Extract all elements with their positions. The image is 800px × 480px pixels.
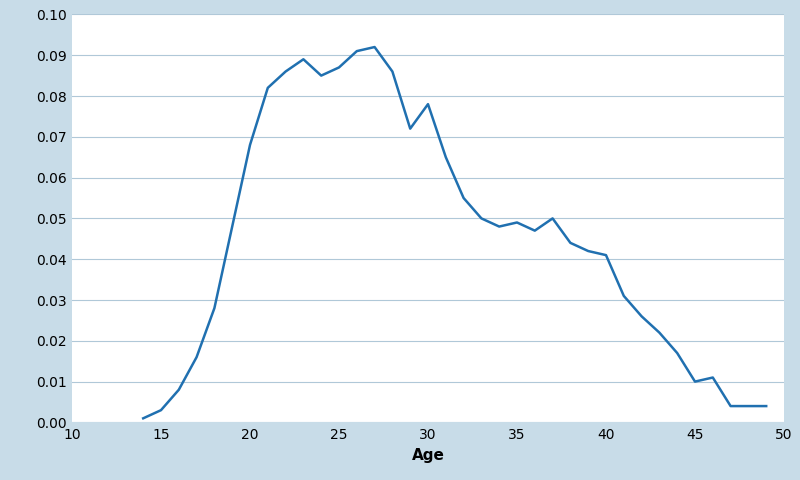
X-axis label: Age: Age <box>411 447 445 463</box>
